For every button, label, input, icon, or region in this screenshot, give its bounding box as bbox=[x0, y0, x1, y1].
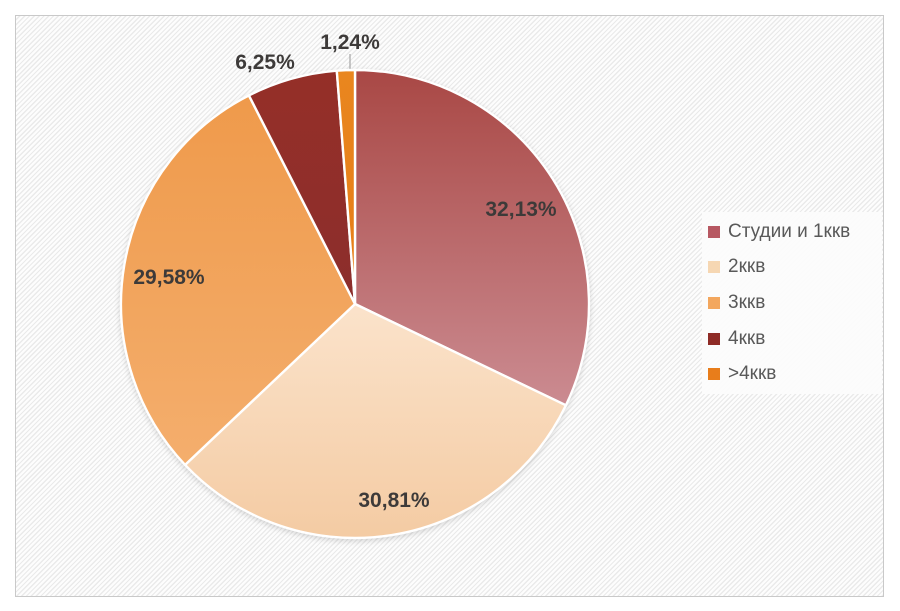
pie-slice-1 bbox=[183, 302, 568, 540]
data-label-gt4kkv: 1,24% bbox=[320, 31, 380, 54]
legend-swatch-icon bbox=[708, 225, 720, 238]
legend-swatch-icon bbox=[708, 332, 720, 345]
legend-label: 2ккв bbox=[728, 256, 766, 278]
legend-label: Студии и 1ккв bbox=[728, 220, 851, 242]
legend-swatch-icon bbox=[708, 296, 720, 309]
pie-slice-2 bbox=[119, 94, 357, 467]
legend-label: 4ккв bbox=[728, 327, 766, 349]
legend-item-studii-1kkv: Студии и 1ккв bbox=[702, 221, 882, 243]
legend-item-gt4kkv: >4ккв bbox=[702, 363, 882, 385]
data-label-studii-1kkv: 32,13% bbox=[485, 198, 557, 221]
data-label-2kkv: 30,81% bbox=[358, 489, 430, 512]
data-label-3kkv: 29,58% bbox=[133, 266, 205, 289]
legend-item-4kkv: 4ккв bbox=[702, 328, 882, 350]
legend-item-3kkv: 3ккв bbox=[702, 292, 882, 314]
data-label-4kkv: 6,25% bbox=[235, 51, 295, 74]
legend-swatch-icon bbox=[708, 261, 720, 274]
pie-slice-0 bbox=[353, 68, 591, 407]
legend-label: >4ккв bbox=[728, 363, 777, 385]
legend-label: 3ккв bbox=[728, 291, 766, 313]
legend-swatch-icon bbox=[708, 368, 720, 381]
pie-slices-group bbox=[119, 68, 591, 540]
legend-item-2kkv: 2ккв bbox=[702, 256, 882, 278]
pie-slice-4 bbox=[335, 68, 357, 306]
chart-legend: Студии и 1ккв 2ккв 3ккв 4ккв >4ккв bbox=[702, 212, 882, 394]
